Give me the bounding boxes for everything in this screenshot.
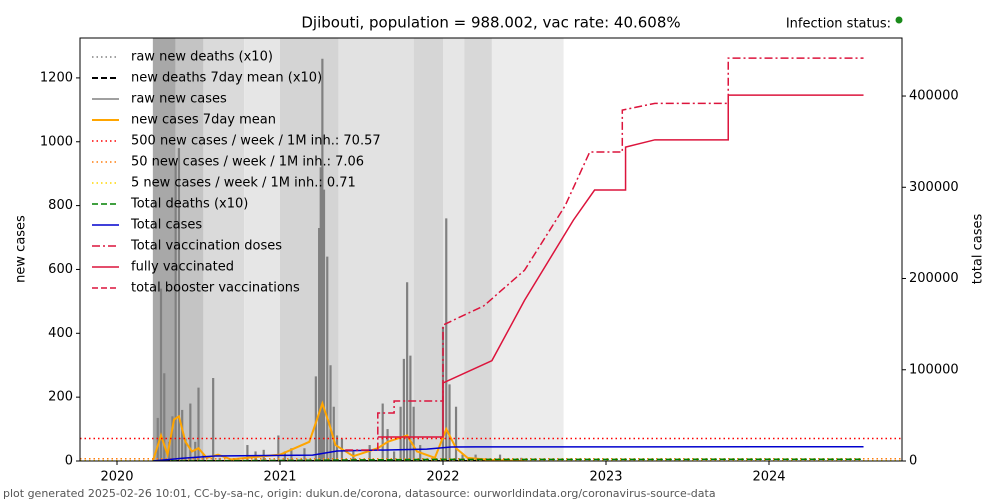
y2-tick-label: 100000 <box>909 362 959 377</box>
status-span <box>442 38 465 461</box>
y2-axis-label: total cases <box>971 214 986 285</box>
legend-label: fully vaccinated <box>131 260 234 275</box>
status-span <box>244 38 280 461</box>
chart-title: Djibouti, population = 988.002, vac rate… <box>301 14 680 32</box>
y2-tick-label: 200000 <box>909 271 959 286</box>
x-tick-label: 2023 <box>589 470 622 485</box>
x-tick-label: 2022 <box>426 470 459 485</box>
y-tick-label: 800 <box>48 198 73 213</box>
status-span <box>413 38 443 461</box>
y-tick-label: 400 <box>48 326 73 341</box>
status-span <box>491 38 564 461</box>
status-span <box>464 38 492 461</box>
y2-tick-label: 0 <box>909 454 917 469</box>
legend-label: total booster vaccinations <box>131 281 300 296</box>
y-axis-label: new cases <box>14 215 29 283</box>
series-line <box>377 94 864 438</box>
y2-tick-label: 400000 <box>909 89 959 104</box>
y-tick-label: 1200 <box>40 70 73 85</box>
status-label: Infection status: <box>786 17 891 32</box>
legend-label: 5 new cases / week / 1M inh.: 0.71 <box>131 176 356 191</box>
legend-label: 50 new cases / week / 1M inh.: 7.06 <box>131 155 364 170</box>
status-span <box>203 38 245 461</box>
series-line <box>151 400 525 461</box>
y-tick-label: 1000 <box>40 134 73 149</box>
y-tick-label: 600 <box>48 262 73 277</box>
status-span <box>152 38 176 461</box>
x-tick-label: 2020 <box>100 470 133 485</box>
y-tick-label: 0 <box>65 454 73 469</box>
legend-label: 500 new cases / week / 1M inh.: 70.57 <box>131 134 381 149</box>
legend-label: Total cases <box>130 218 202 233</box>
legend-label: new cases 7day mean <box>131 113 276 128</box>
y-tick-label: 200 <box>48 390 73 405</box>
plot-area <box>80 38 902 461</box>
legend-label: raw new deaths (x10) <box>131 50 273 65</box>
series-line <box>152 446 864 461</box>
status-dot <box>895 16 903 24</box>
legend-label: Total deaths (x10) <box>130 197 248 212</box>
status-span <box>279 38 339 461</box>
footer: plot generated 2025-02-26 10:01, CC-by-s… <box>3 487 716 500</box>
x-tick-label: 2024 <box>752 470 785 485</box>
status-span <box>338 38 414 461</box>
plot-frame <box>79 37 903 462</box>
y2-tick-label: 300000 <box>909 180 959 195</box>
legend-label: Total vaccination doses <box>130 239 282 254</box>
legend-label: raw new cases <box>131 92 227 107</box>
legend-label: new deaths 7day mean (x10) <box>131 71 322 86</box>
x-tick-label: 2021 <box>263 470 296 485</box>
series-line <box>345 57 864 451</box>
